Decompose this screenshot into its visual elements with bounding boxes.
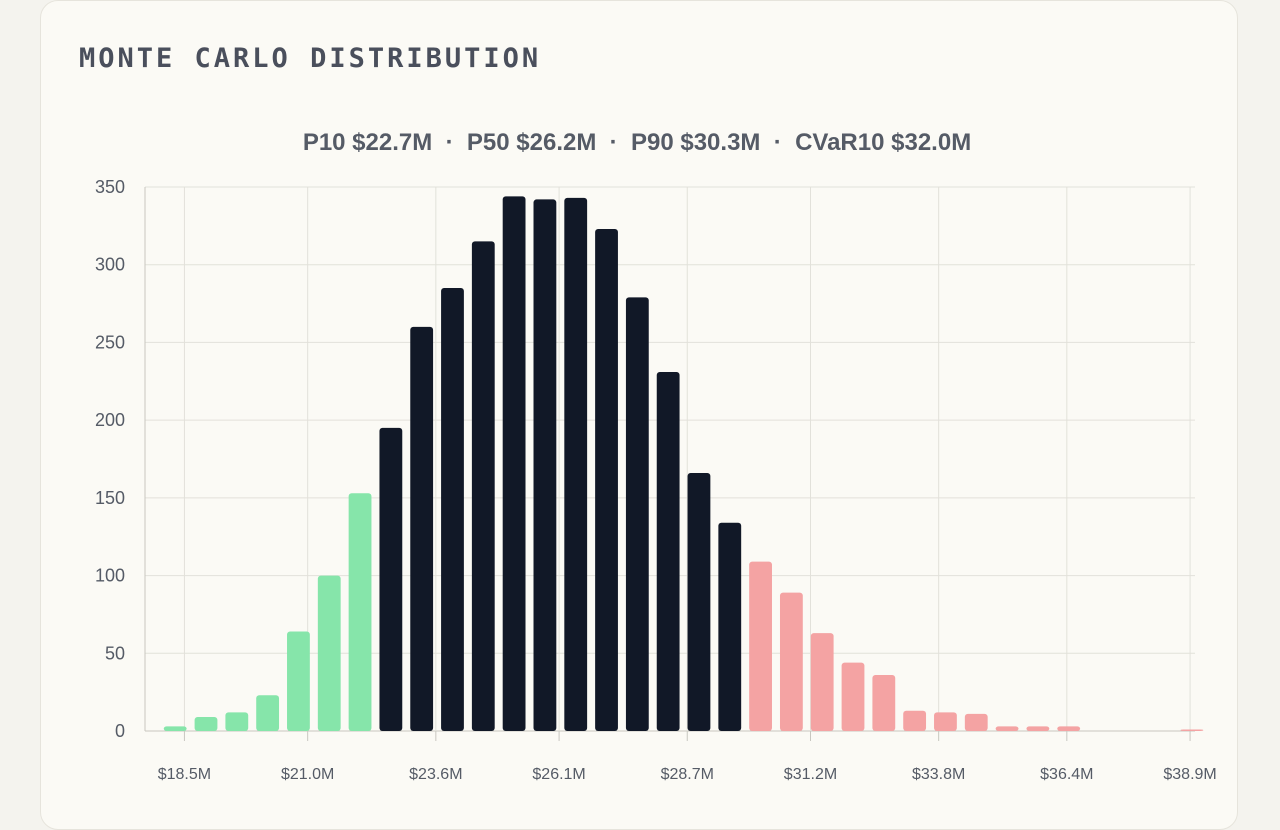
x-tick-label: $26.1M [532, 766, 585, 783]
histogram-bar [1180, 729, 1204, 731]
histogram-bar [841, 662, 865, 731]
x-tick-label: $21.0M [281, 766, 334, 783]
histogram-bar [779, 592, 803, 731]
histogram-bar [1026, 726, 1050, 731]
x-tick-label: $23.6M [409, 766, 462, 783]
histogram-bar [687, 472, 711, 731]
histogram-bar [471, 241, 495, 731]
chart-subtitle: P10 $22.7M · P50 $26.2M · P90 $30.3M · C… [303, 129, 971, 156]
histogram-bar [225, 712, 249, 731]
y-tick-label: 200 [95, 410, 125, 430]
histogram-bar [625, 297, 649, 731]
histogram-bar [595, 228, 618, 732]
y-tick-label: 0 [115, 721, 125, 741]
histogram-bar [256, 695, 280, 731]
histogram-bar [964, 713, 988, 731]
card-title: MONTE CARLO DISTRIBUTION [79, 43, 542, 74]
x-tick-label: $28.7M [661, 766, 714, 783]
histogram-bar [287, 631, 310, 731]
distribution-chart: P10 $22.7M · P50 $26.2M · P90 $30.3M · C… [95, 129, 1217, 783]
histogram-bar [379, 427, 403, 731]
histogram-bar [872, 675, 896, 731]
y-tick-label: 250 [95, 332, 125, 352]
y-tick-label: 350 [95, 177, 125, 197]
histogram-bar [903, 710, 927, 731]
histogram-bar [718, 522, 742, 731]
x-tick-label: $31.2M [784, 766, 837, 783]
histogram-bar [749, 561, 772, 731]
y-tick-label: 50 [105, 643, 125, 663]
x-tick-label: $36.4M [1040, 766, 1093, 783]
histogram-bar [533, 199, 557, 732]
histogram-bar [564, 197, 588, 731]
x-tick-label: $38.9M [1163, 766, 1216, 783]
histogram-bar [410, 326, 434, 731]
histogram-bar [441, 288, 464, 731]
histogram-bar [502, 196, 526, 732]
y-tick-label: 150 [95, 488, 125, 508]
y-tick-label: 300 [95, 255, 125, 275]
histogram-bar [934, 712, 957, 731]
x-tick-label: $18.5M [158, 766, 211, 783]
x-tick-label: $33.8M [912, 766, 965, 783]
histogram-bar [995, 726, 1019, 731]
y-tick-label: 100 [95, 566, 125, 586]
histogram-bar [656, 371, 680, 731]
histogram-bar [1057, 726, 1081, 731]
histogram-bar [810, 633, 834, 731]
histogram-bar [317, 575, 341, 731]
histogram-bar [163, 726, 187, 731]
histogram-bar [348, 493, 372, 731]
histogram-bar [194, 717, 218, 731]
